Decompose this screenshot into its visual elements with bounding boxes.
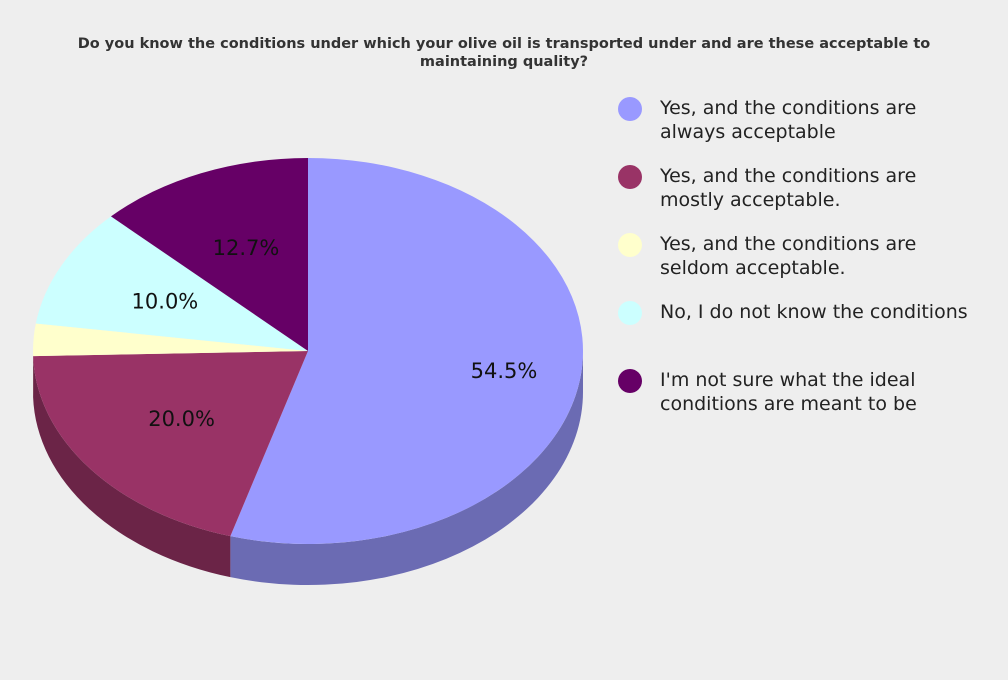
legend-item: I'm not sure what the ideal conditions a…	[618, 368, 998, 436]
pie-side-yes-and-the-conditions-are-mostly-acceptable	[33, 356, 231, 578]
legend-item: No, I do not know the conditions	[618, 300, 998, 368]
pie-side-yes-and-the-conditions-are-always-acceptable	[230, 351, 584, 585]
legend-swatch	[618, 165, 642, 189]
legend-label: Yes, and the conditions are seldom accep…	[660, 233, 917, 279]
pie-data-labels: 54.5% 20.0% 10.0% 12.7%	[132, 236, 538, 431]
pie-slice-yes-and-the-conditions-are-seldom-acceptable	[33, 323, 309, 357]
legend-swatch	[618, 233, 642, 257]
legend-item: Yes, and the conditions are always accep…	[618, 96, 998, 164]
pie-slices	[33, 158, 584, 544]
pie-slice-no-i-do-not-know-the-conditions	[35, 216, 308, 351]
legend-item: Yes, and the conditions are mostly accep…	[618, 164, 998, 232]
pie-slice-yes-and-the-conditions-are-always-acceptable	[230, 158, 584, 544]
data-label-i-m-not-sure-what-the-ideal-conditions-are-meant-to-be: 12.7%	[213, 236, 280, 260]
pie-slice-yes-and-the-conditions-are-mostly-acceptable	[33, 351, 309, 537]
legend-swatch	[618, 369, 642, 393]
legend-swatch	[618, 301, 642, 325]
legend-label: No, I do not know the conditions	[660, 301, 968, 323]
data-label-yes-and-the-conditions-are-always-acceptable: 54.5%	[471, 359, 538, 383]
legend-label: Yes, and the conditions are always accep…	[660, 97, 917, 143]
legend-item: Yes, and the conditions are seldom accep…	[618, 232, 998, 300]
legend: Yes, and the conditions are always accep…	[618, 96, 998, 436]
legend-swatch	[618, 97, 642, 121]
legend-label: Yes, and the conditions are mostly accep…	[660, 165, 917, 211]
data-label-no-i-do-not-know-the-conditions: 10.0%	[132, 290, 199, 314]
chart-title: Do you know the conditions under which y…	[77, 36, 931, 70]
pie-slice-i-m-not-sure-what-the-ideal-conditions-are-meant-to-be	[110, 158, 308, 351]
data-label-yes-and-the-conditions-are-mostly-acceptable: 20.0%	[148, 407, 215, 431]
pie-sides	[33, 351, 584, 585]
legend-label: I'm not sure what the ideal conditions a…	[660, 369, 917, 415]
